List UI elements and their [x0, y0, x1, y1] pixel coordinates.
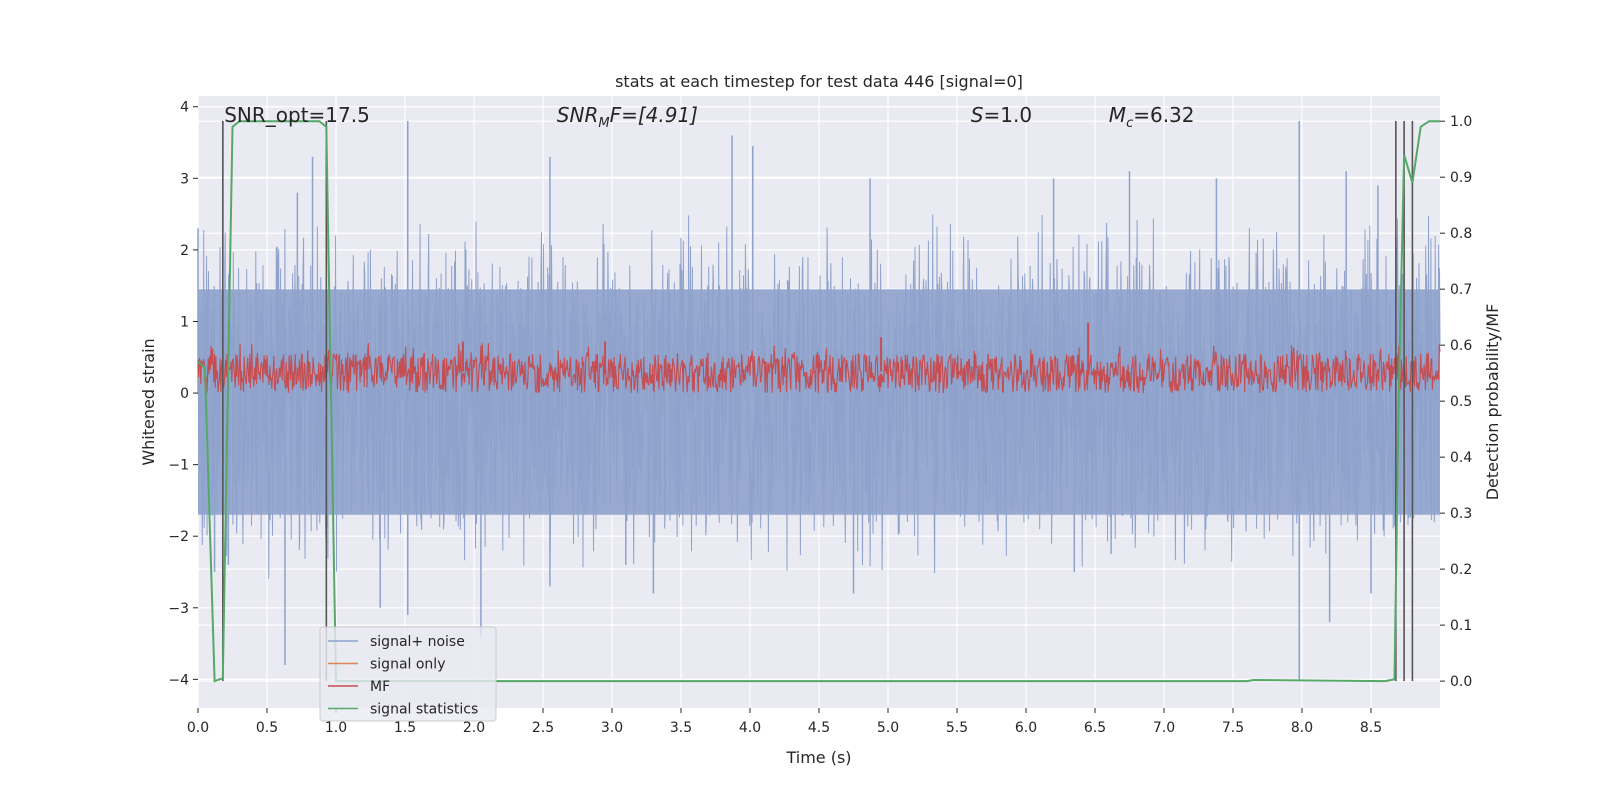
x-axis-label: Time (s)	[785, 748, 851, 767]
x-tick-label: 7.5	[1222, 720, 1244, 736]
y2-tick-label: 0.6	[1450, 338, 1472, 354]
ticks: 0.0 0.5 1.0 1.5 2.0 2.5 3.0 3.5 4.0 4.5 5.0 5.5 6.0 6…	[168, 100, 1472, 736]
x-tick-label: 6.0	[1015, 720, 1037, 736]
legend: signal+ noise signal only MF signal statist…	[319, 626, 497, 722]
y2-tick-label: 0.4	[1450, 450, 1472, 466]
x-tick-label: 1.0	[325, 720, 347, 736]
series-signal-noise	[197, 121, 1441, 680]
x-tick-label: 8.0	[1291, 720, 1313, 736]
legend-label: signal only	[370, 657, 445, 673]
legend-label: MF	[370, 679, 390, 695]
y-tick-label: 3	[180, 171, 189, 187]
mf-trace	[197, 343, 1441, 394]
x-tick-label: 4.0	[739, 720, 761, 736]
legend-label: signal+ noise	[370, 634, 465, 650]
noise-trace	[197, 214, 1441, 579]
x-tick-label: 6.5	[1084, 720, 1106, 736]
chart-title: stats at each timestep for test data 446…	[615, 72, 1023, 91]
annotation-text: SNRMF=[4.91]	[557, 103, 698, 131]
y-tick-label: −1	[168, 458, 189, 474]
series-mf	[197, 322, 1441, 394]
x-tick-label: 3.0	[601, 720, 623, 736]
y-tick-label: −2	[168, 529, 189, 545]
annotations: SNR_opt=17.5 SNRMF=[4.91] S=1.0 Mc=6.32	[224, 103, 1194, 131]
x-tick-label: 2.0	[463, 720, 485, 736]
y2-tick-label: 1.0	[1450, 114, 1472, 130]
annotation-text: S=1.0	[971, 103, 1032, 127]
y2-tick-label: 0.9	[1450, 170, 1472, 186]
y2-tick-label: 0.2	[1450, 562, 1472, 578]
y2-tick-label: 0.7	[1450, 282, 1472, 298]
legend-box	[319, 626, 497, 722]
y2-tick-label: 0.8	[1450, 226, 1472, 242]
y2-tick-label: 0.5	[1450, 394, 1472, 410]
x-tick-label: 5.0	[877, 720, 899, 736]
y-tick-label: −3	[168, 601, 189, 617]
annotation-text: SNR_opt=17.5	[224, 103, 370, 127]
x-tick-label: 5.5	[946, 720, 968, 736]
y-tick-label: 4	[180, 100, 189, 116]
y-tick-label: 2	[180, 243, 189, 259]
signal-statistics-line	[197, 120, 1440, 683]
y-tick-label: 0	[180, 386, 189, 402]
annotation-text: Mc=6.32	[1109, 103, 1195, 131]
x-tick-label: 0.0	[187, 720, 209, 736]
y-tick-label: −4	[168, 672, 189, 688]
legend-label: signal statistics	[370, 702, 478, 718]
x-tick-label: 8.5	[1360, 720, 1382, 736]
x-tick-label: 4.5	[808, 720, 830, 736]
y2-tick-label: 0.0	[1450, 674, 1472, 690]
y2-tick-label: 0.3	[1450, 506, 1472, 522]
series-signal-statistics	[197, 120, 1440, 683]
y2-axis-label: Detection probability/MF	[1483, 304, 1502, 501]
x-tick-label: 2.5	[532, 720, 554, 736]
y2-tick-label: 0.1	[1450, 618, 1472, 634]
y-axis-label: Whitened strain	[139, 338, 158, 465]
x-tick-label: 1.5	[394, 720, 416, 736]
x-tick-label: 7.0	[1153, 720, 1175, 736]
y-tick-label: 1	[180, 314, 189, 330]
x-tick-label: 0.5	[256, 720, 278, 736]
x-tick-label: 3.5	[670, 720, 692, 736]
